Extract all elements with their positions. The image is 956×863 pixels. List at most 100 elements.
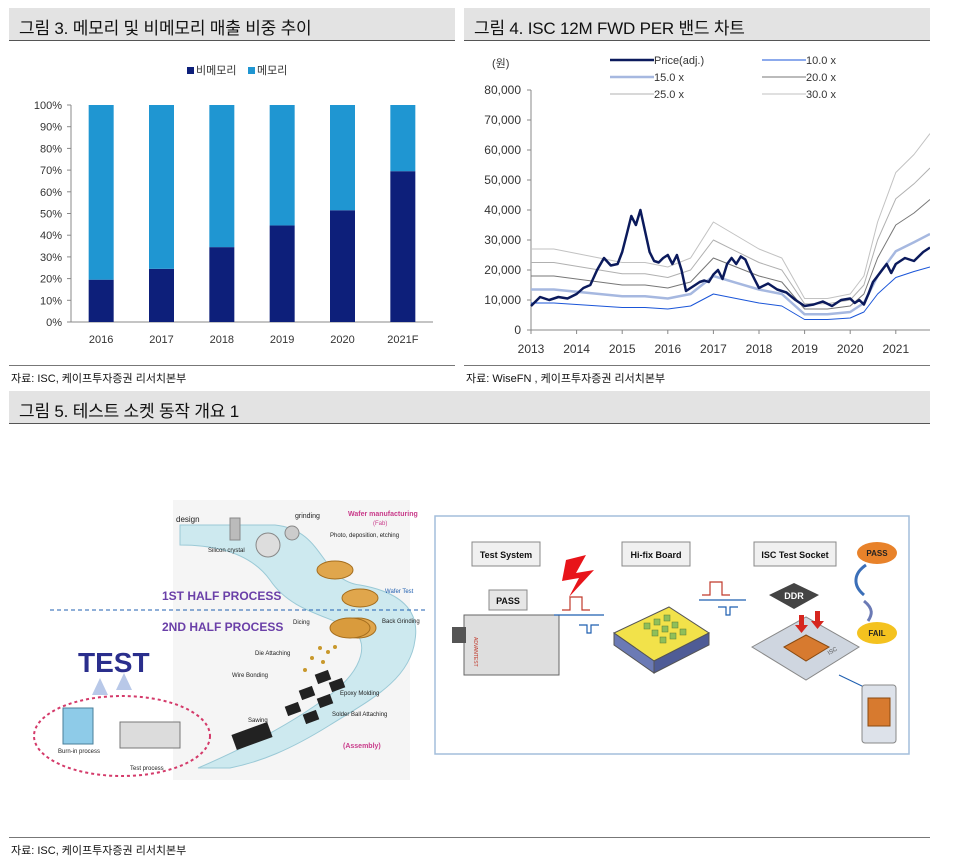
x-tick-label: 2019: [791, 342, 818, 356]
fig4-chart: (원) Price(adj.) 10.0 x 15.0 x 20.0 x 25.0 x 3…: [484, 55, 930, 356]
advantest-label: ADVANTEST: [472, 637, 478, 667]
curved-arrow-icon: [863, 599, 873, 622]
y-tick-label: 90%: [40, 122, 62, 134]
x-tick-label: 2014: [563, 342, 590, 356]
y-tick-label: 20%: [40, 274, 62, 286]
legend-label: 15.0 x: [654, 72, 684, 84]
x-tick-label: 2020: [837, 342, 864, 356]
x-tick-label: 2020: [330, 334, 354, 346]
x-tick-label: 2016: [654, 342, 681, 356]
bar-nonmemory: [390, 171, 416, 322]
label-wafer-test: Wafer Test: [385, 589, 414, 595]
die-dots: [303, 645, 337, 672]
x-tick-label: 2015: [609, 342, 636, 356]
bar-nonmemory: [88, 279, 114, 322]
fig4-header: 그림 4. ISC 12M FWD PER 밴드 차트: [464, 8, 930, 41]
label-epoxy: Epoxy Molding: [340, 691, 379, 697]
bar-memory: [330, 105, 355, 211]
bar-memory: [269, 105, 295, 226]
legend-swatch-memory: [248, 67, 255, 74]
fig5-title: 그림 5. 테스트 소켓 동작 개요 1: [19, 402, 240, 421]
fig3-chart: 비메모리 메모리 0% 10% 20% 30% 40% 50% 60% 70% 80% 90% 10…: [34, 64, 433, 346]
pass-box-label: PASS: [496, 596, 520, 606]
y-tick-label: 10%: [40, 295, 62, 307]
down-arrow-icon: [795, 611, 824, 633]
x-tick-label: 2018: [210, 334, 234, 346]
fig4-unit: (원): [492, 57, 509, 70]
bar-memory: [390, 105, 416, 172]
socket-center: [783, 634, 831, 662]
test-system-label: Test System: [480, 550, 532, 560]
label-first-half: 1ST HALF PROCESS: [162, 589, 281, 603]
tester-screen: [452, 627, 466, 643]
socket-diagram: Test System Hi-fix Board ISC Test Socket…: [434, 515, 910, 755]
y-tick-label: 40%: [40, 230, 62, 242]
label-silicon: Silicon crystal: [208, 548, 245, 554]
label-wire-bonding: Wire Bonding: [232, 673, 268, 679]
y-tick-label: 40,000: [484, 203, 521, 217]
fig3-title: 그림 3. 메모리 및 비메모리 매출 비중 추이: [19, 19, 312, 38]
x-tick-label: 2017: [700, 342, 727, 356]
wafer-icon: [329, 617, 371, 639]
series-line-15-0-x: [531, 232, 930, 316]
label-second-half: 2ND HALF PROCESS: [162, 620, 283, 634]
label-test-process: Test process: [130, 766, 164, 772]
pass-oval: [857, 542, 897, 564]
x-tick-label: 2017: [149, 334, 173, 346]
label-burn-in: Burn-in process: [58, 749, 100, 755]
label-grinding: grinding: [295, 513, 320, 520]
y-tick-label: 0%: [46, 317, 62, 329]
grinding-icon: [255, 532, 281, 558]
bar-memory: [88, 105, 114, 280]
hifix-board-side: [653, 632, 710, 674]
bar-memory: [149, 105, 174, 269]
grinding-icon: [284, 525, 300, 541]
process-illustration: design grinding Silicon crystal Wafer ma…: [33, 500, 426, 780]
legend-label: 30.0 x: [806, 89, 836, 101]
legend-label-memory: 메모리: [257, 64, 287, 77]
y-tick-label: 60,000: [484, 143, 521, 157]
x-tick-label: 2018: [746, 342, 773, 356]
bar-memory: [209, 105, 235, 248]
test-ellipse: [33, 695, 211, 777]
y-tick-label: 10,000: [484, 293, 521, 307]
process-band: [179, 524, 417, 769]
legend-label: 20.0 x: [806, 72, 836, 84]
fig4-source-rule: [464, 365, 930, 366]
y-tick-label: 70,000: [484, 113, 521, 127]
isc-socket-box: [753, 541, 837, 567]
bar-nonmemory: [209, 247, 235, 322]
chip-icons: [231, 669, 346, 751]
ddr-label: DDR: [784, 591, 804, 601]
label-sawing: Sawing: [248, 718, 268, 724]
wafer-icon: [316, 560, 354, 580]
fig3-source: 자료: ISC, 케이프투자증권 리서치본부: [11, 373, 187, 385]
fail-label: FAIL: [868, 629, 885, 638]
legend-label: 25.0 x: [654, 89, 684, 101]
y-tick-label: 0: [514, 323, 521, 337]
upward-arrows: [92, 673, 132, 695]
label-back-grinding: Back Grinding: [382, 619, 420, 625]
fig3-source-rule: [9, 365, 455, 366]
x-tick-label: 2013: [518, 342, 545, 356]
label-photo: Photo, deposition, etching: [330, 533, 399, 539]
y-tick-label: 30%: [40, 252, 62, 264]
hifix-label: Hi-fix Board: [630, 550, 681, 560]
signal-icon: [554, 599, 746, 634]
y-tick-label: 50%: [40, 209, 62, 221]
hifix-sockets: [643, 614, 687, 644]
pass-box: [488, 589, 528, 611]
label-wafer-mfg: Wafer manufacturing: [348, 511, 418, 518]
series-line-20-0-x: [531, 199, 930, 310]
isc-socket-label: ISC Test Socket: [761, 550, 828, 560]
x-tick-label: 2016: [89, 334, 113, 346]
curved-arrow-icon: [854, 563, 867, 597]
series-line-price-adj-: [530, 208, 930, 308]
x-tick-label: 2019: [270, 334, 294, 346]
x-tick-label: 2021F: [387, 334, 418, 346]
legend-label-nonmemory: 비메모리: [196, 64, 236, 77]
label-test: TEST: [78, 647, 150, 678]
fig3-legend: 비메모리 메모리: [187, 64, 287, 77]
bar-nonmemory: [330, 210, 355, 322]
y-tick-label: 80%: [40, 143, 62, 155]
